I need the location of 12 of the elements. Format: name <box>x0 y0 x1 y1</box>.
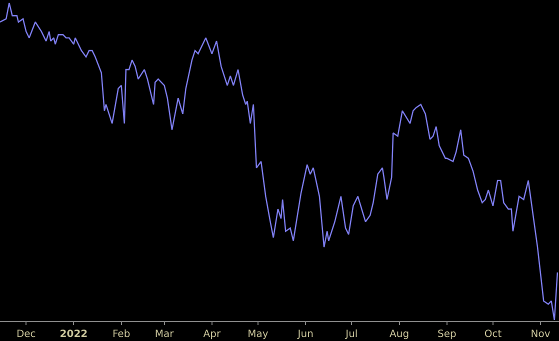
x-tick-label: Mar <box>154 329 175 340</box>
x-tick-label: Nov <box>530 329 550 340</box>
x-tick-label: Aug <box>390 329 410 340</box>
x-tick-label: Dec <box>16 329 36 340</box>
x-tick-label: Jun <box>296 329 314 340</box>
x-tick-label: May <box>248 329 268 340</box>
x-tick-label: Feb <box>112 329 130 340</box>
x-tick-label: 2022 <box>60 329 88 340</box>
x-tick-label: Oct <box>484 329 502 340</box>
x-tick-label: Jul <box>344 329 358 340</box>
x-tick-label: Apr <box>203 329 222 340</box>
x-tick-label: Sep <box>437 329 456 340</box>
